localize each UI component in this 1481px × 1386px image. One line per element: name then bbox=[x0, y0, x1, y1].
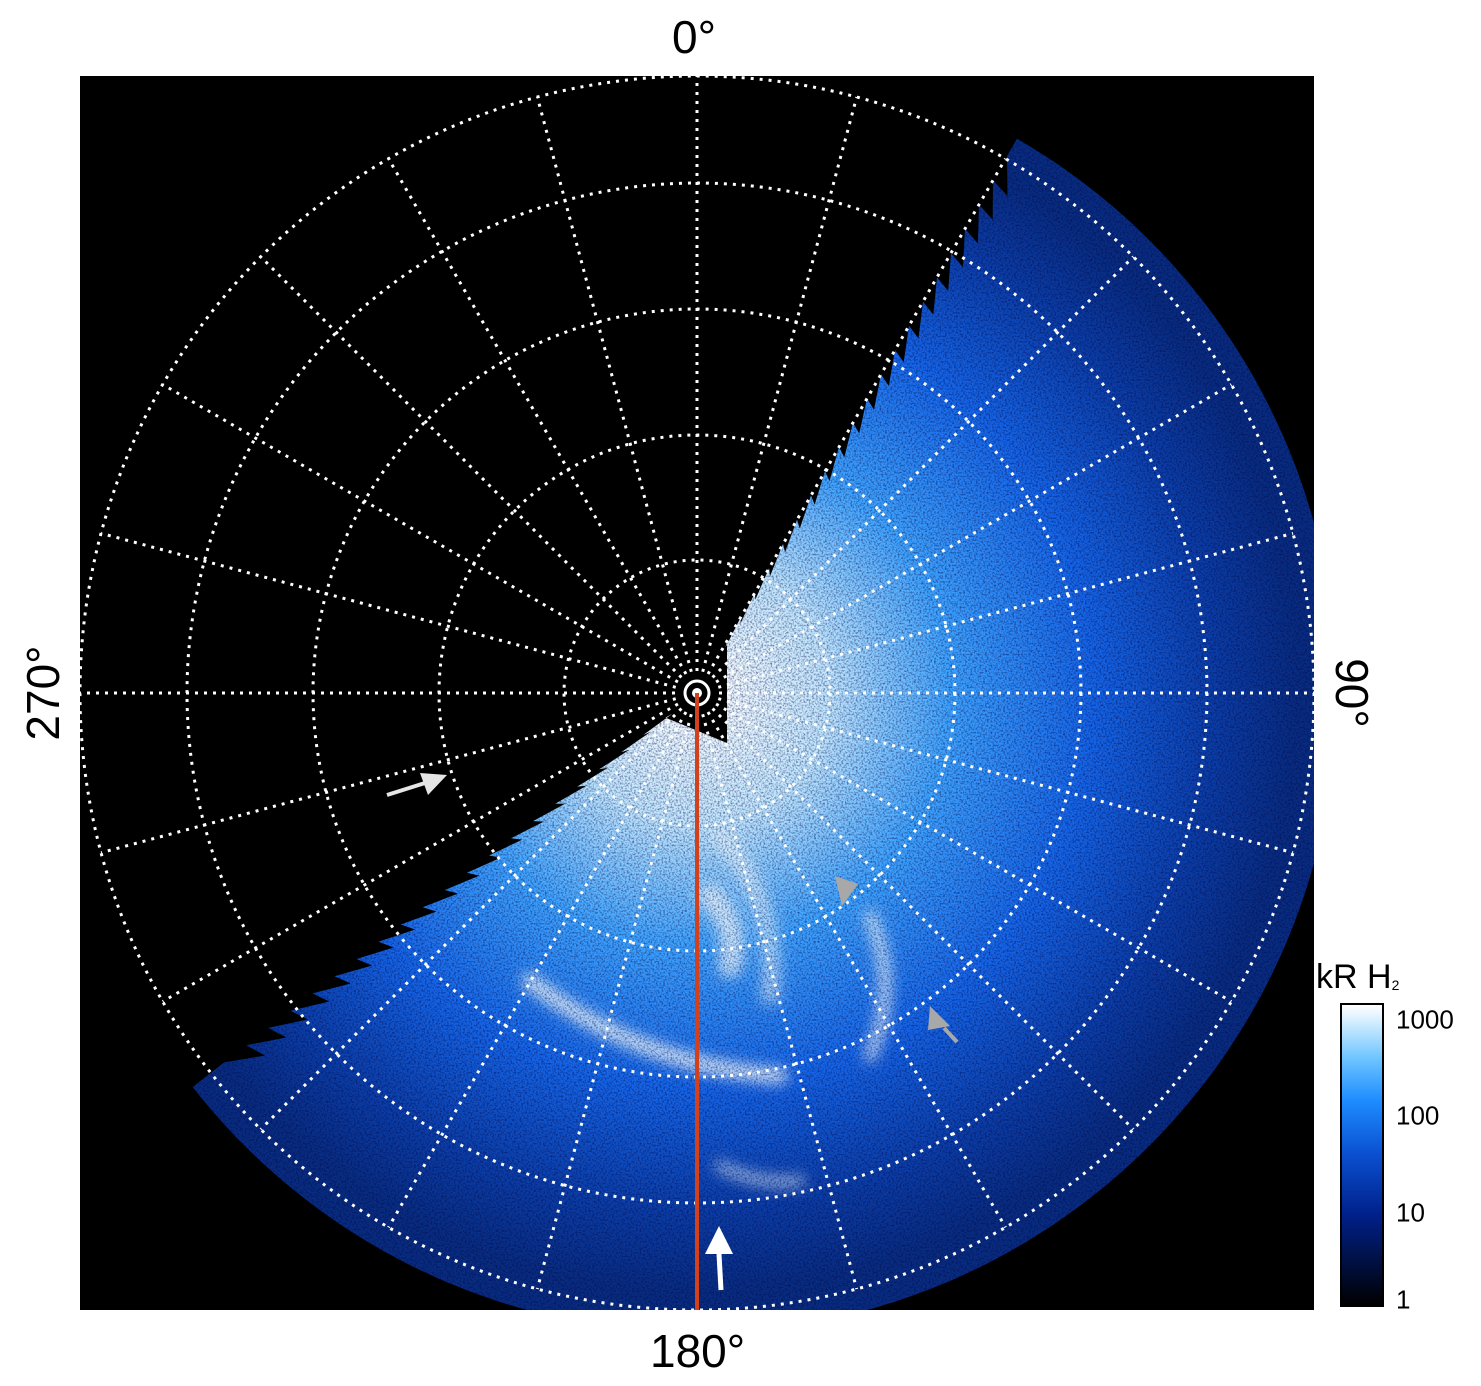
meridian-line-120 bbox=[715, 702, 1233, 1003]
auroral-polar-map bbox=[80, 76, 1314, 1310]
colorbar bbox=[1340, 1003, 1384, 1307]
meridian-line-45 bbox=[711, 255, 1135, 679]
longitude-label-270: 270° bbox=[17, 645, 69, 741]
colorbar-tick-100: 100 bbox=[1396, 1100, 1440, 1131]
longitude-label-180: 180° bbox=[650, 1325, 746, 1377]
meridian-line-75 bbox=[717, 531, 1294, 689]
meridian-line-225 bbox=[259, 707, 683, 1131]
meridian-line-255 bbox=[100, 697, 677, 855]
meridian-line-150 bbox=[706, 711, 1007, 1229]
meridian-line-30 bbox=[706, 157, 1007, 675]
arrow-marker-left bbox=[386, 773, 447, 797]
arrow-marker-gray-lower bbox=[928, 1006, 959, 1044]
meridian-line-240 bbox=[161, 702, 679, 1003]
arrowhead-marker-gray-upper bbox=[835, 876, 858, 906]
colorbar-tick-10: 10 bbox=[1396, 1197, 1425, 1228]
meridian-line-285 bbox=[100, 531, 677, 689]
meridian-line-315 bbox=[259, 255, 683, 679]
meridian-line-300 bbox=[161, 383, 679, 684]
longitude-grid-meridians bbox=[80, 76, 1314, 1310]
colorbar-tick-1: 1 bbox=[1396, 1284, 1411, 1315]
arrow-marker-bottom bbox=[705, 1226, 733, 1291]
meridian-line-165 bbox=[701, 713, 859, 1290]
meridian-line-330 bbox=[387, 157, 688, 675]
meridian-line-60 bbox=[715, 383, 1233, 684]
polar-projection-panel bbox=[80, 76, 1314, 1310]
meridian-line-15 bbox=[701, 96, 859, 673]
longitude-label-90: 90° bbox=[1326, 658, 1378, 728]
meridian-line-105 bbox=[717, 697, 1294, 855]
colorbar-title: kR H2 bbox=[1316, 958, 1400, 996]
meridian-line-345 bbox=[535, 96, 693, 673]
meridian-line-135 bbox=[711, 707, 1135, 1131]
meridian-line-210 bbox=[387, 711, 688, 1229]
longitude-label-0: 0° bbox=[672, 11, 716, 63]
meridian-line-195 bbox=[535, 713, 693, 1290]
colorbar-tick-1000: 1000 bbox=[1396, 1004, 1454, 1035]
